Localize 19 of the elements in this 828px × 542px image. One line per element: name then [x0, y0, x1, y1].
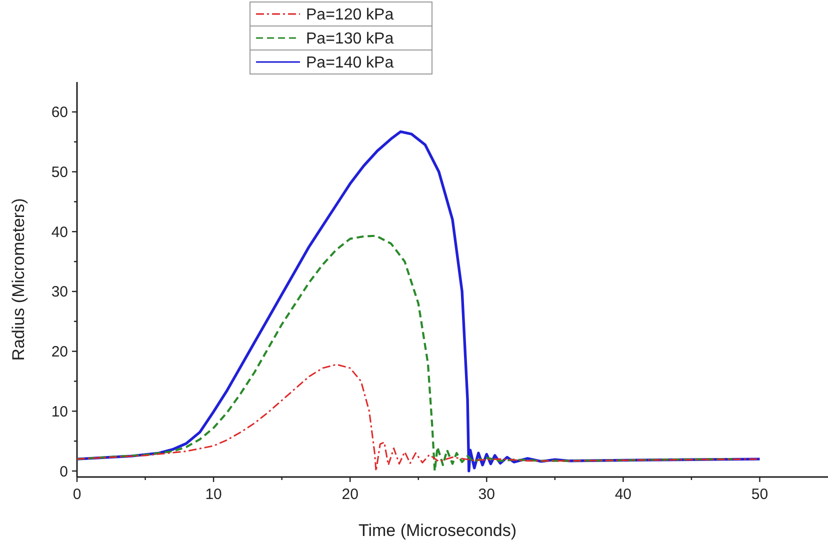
x-axis-title: Time (Microseconds): [358, 521, 517, 540]
y-axis-title: Radius (Micrometers): [9, 198, 28, 361]
y-tick-label: 40: [51, 224, 68, 241]
x-tick-label: 20: [342, 486, 358, 503]
y-tick-label: 60: [51, 104, 68, 122]
x-tick-label: 40: [614, 486, 632, 503]
x-tick-label: 30: [478, 486, 495, 503]
x-tick-label: 0: [72, 486, 82, 503]
y-tick-label: 20: [51, 344, 68, 361]
y-tick-label: 0: [60, 463, 68, 480]
y-tick-label: 30: [51, 284, 68, 301]
x-tick-label: 10: [205, 486, 222, 503]
x-tick-label: 50: [751, 486, 768, 503]
legend-label: Pa=140 kPa: [306, 54, 394, 72]
line-series: [77, 234, 734, 472]
y-tick-label: 10: [51, 403, 68, 420]
legend-label: Pa=120 kPa: [306, 6, 394, 24]
y-tick-label: 50: [51, 164, 68, 182]
legend-label: Pa=130 kPa: [306, 30, 394, 48]
